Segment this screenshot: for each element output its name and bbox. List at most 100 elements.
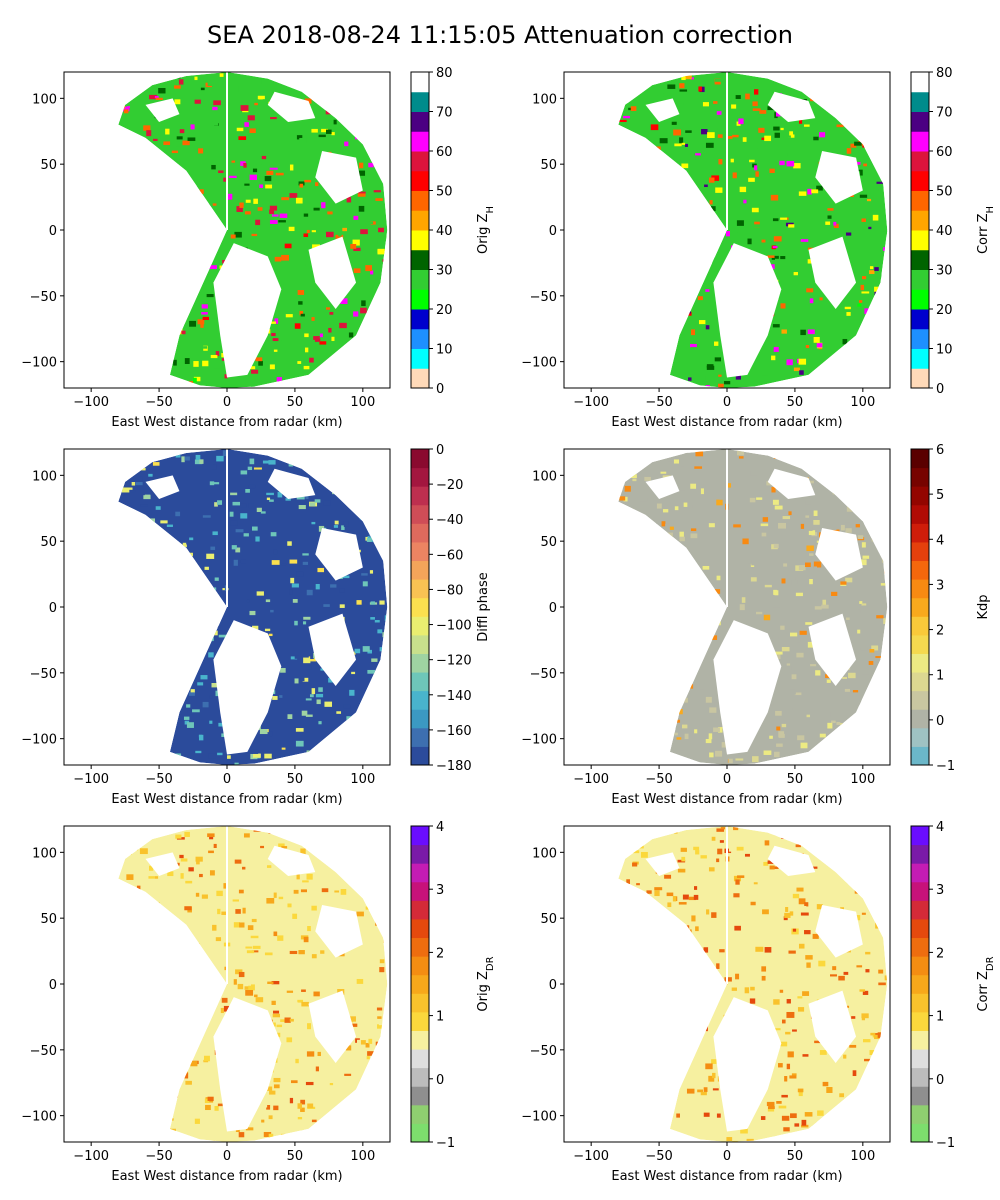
echo-cell	[761, 1116, 765, 1120]
colorbar-tick-label: 10	[936, 343, 953, 358]
echo-cell	[363, 581, 368, 586]
colorbar-segment	[911, 845, 929, 864]
colorbar-segment	[411, 746, 429, 765]
echo-cell	[638, 575, 643, 580]
echo-cell	[711, 206, 716, 211]
echo-cell	[358, 1126, 363, 1131]
echo-cell	[776, 727, 780, 731]
echo-cell	[373, 110, 377, 112]
echo-cell	[341, 889, 347, 895]
echo-cell	[879, 545, 884, 550]
echo-cell	[175, 835, 181, 839]
echo-cell	[863, 1039, 870, 1042]
echo-cell	[726, 1137, 732, 1141]
echo-cell	[820, 734, 826, 738]
echo-cell	[781, 835, 787, 839]
echo-cell	[881, 583, 887, 586]
echo-cell	[881, 512, 886, 514]
echo-cell	[658, 76, 664, 78]
radar-field	[618, 826, 895, 1146]
echo-cell	[636, 1103, 642, 1107]
echo-cell	[786, 161, 794, 166]
echo-cell	[330, 1083, 333, 1085]
echo-cell	[272, 696, 277, 700]
echo-cell	[865, 952, 870, 955]
echo-cell	[854, 142, 862, 146]
echo-cell	[175, 581, 181, 584]
echo-cell	[849, 587, 854, 593]
echo-cell	[369, 1092, 377, 1094]
echo-cell	[754, 882, 758, 884]
echo-cell	[237, 128, 244, 131]
colorbar: 01020304050607080Orig ZH	[411, 66, 496, 397]
echo-cell	[697, 1012, 704, 1017]
echo-cell	[849, 756, 855, 760]
echo-cell	[872, 457, 878, 462]
echo-cell	[273, 338, 279, 341]
echo-cell	[355, 649, 361, 653]
echo-cell	[207, 1141, 215, 1146]
echo-cell	[743, 200, 746, 204]
colorbar-segment	[411, 1105, 429, 1124]
echo-cell	[324, 702, 332, 707]
echo-cell	[281, 340, 288, 346]
echo-cell	[629, 1022, 632, 1028]
echo-cell	[128, 1041, 132, 1044]
echo-cell	[138, 896, 143, 899]
echo-cell	[774, 347, 779, 352]
echo-cell	[685, 130, 691, 133]
echo-cell	[157, 1042, 163, 1047]
echo-cell	[792, 707, 800, 710]
echo-cell	[379, 1022, 384, 1025]
echo-cell	[704, 185, 708, 187]
echo-cell	[774, 236, 782, 241]
echo-cell	[810, 664, 816, 666]
echo-cell	[125, 232, 130, 235]
echo-cell	[685, 1047, 693, 1049]
echo-cell	[716, 269, 720, 271]
echo-cell	[366, 701, 374, 703]
echo-cell	[800, 330, 806, 335]
echo-cell	[276, 987, 283, 990]
echo-cell	[172, 151, 178, 153]
echo-cell	[379, 891, 384, 894]
echo-cell	[290, 578, 294, 583]
colorbar-segment	[411, 523, 429, 542]
echo-cell	[184, 276, 189, 281]
echo-cell	[814, 511, 818, 516]
colorbar-segment	[911, 653, 929, 672]
echo-cell	[648, 1009, 651, 1013]
echo-cell	[186, 107, 192, 109]
echo-cell	[642, 951, 646, 953]
echo-cell	[871, 696, 875, 700]
echo-cell	[294, 77, 299, 80]
echo-cell	[287, 714, 292, 719]
echo-cell	[873, 215, 879, 221]
echo-cell	[218, 1104, 223, 1107]
echo-cell	[643, 1102, 651, 1106]
echo-cell	[874, 287, 881, 292]
echo-cell	[319, 458, 324, 463]
echo-cell	[651, 706, 654, 710]
x-tick-label: −100	[73, 395, 109, 410]
echo-cell	[844, 972, 849, 975]
echo-cell	[130, 490, 135, 492]
echo-cell	[636, 466, 640, 469]
echo-cell	[272, 1001, 276, 1005]
x-tick-label: 50	[287, 395, 304, 410]
echo-cell	[379, 1071, 385, 1076]
echo-cell	[211, 165, 215, 169]
echo-cell	[826, 1087, 832, 1093]
echo-cell	[185, 881, 192, 884]
echo-cell	[673, 208, 677, 212]
echo-cell	[341, 984, 348, 988]
echo-cell	[764, 456, 772, 460]
echo-cell	[809, 579, 813, 584]
echo-cell	[645, 659, 652, 665]
echo-cell	[753, 108, 761, 111]
echo-cell	[780, 256, 785, 259]
echo-cell	[762, 240, 766, 243]
echo-cell	[245, 947, 252, 949]
echo-cell	[183, 590, 189, 595]
echo-cell	[793, 894, 799, 898]
